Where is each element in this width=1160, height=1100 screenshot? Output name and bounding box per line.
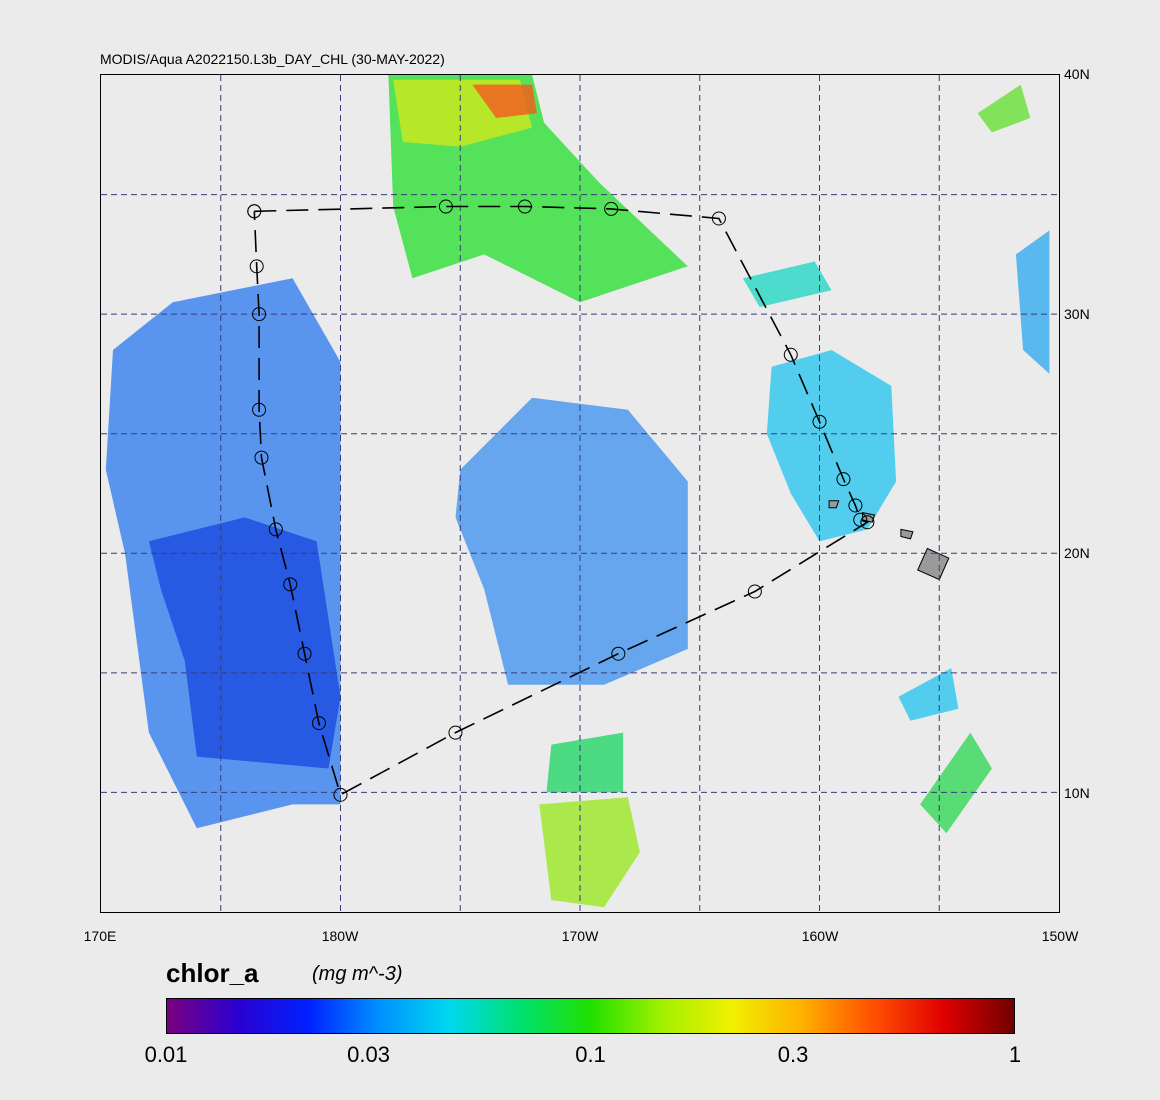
colorbar-tick-label: 1: [1008, 1042, 1022, 1067]
cruise-station-marker: [311, 716, 326, 731]
cruise-station-marker: [333, 787, 348, 802]
longitude-label: 150W: [1041, 928, 1079, 944]
colorbar-tick-label: 0.3: [777, 1042, 809, 1067]
map-canvas: [101, 75, 1059, 912]
latitude-label: 30N: [1064, 305, 1090, 322]
chlorophyll-swath-southeast: [920, 732, 992, 834]
longitude-label: 160W: [801, 928, 839, 944]
chlorophyll-swath-west-deep: [148, 517, 341, 769]
cruise-station-marker: [268, 522, 283, 537]
colorbar-variable: chlor_a: [166, 958, 259, 988]
cruise-station-marker: [853, 512, 868, 527]
cruise-station-marker: [836, 472, 851, 487]
cruise-station-marker: [297, 646, 312, 661]
cruise-station-marker: [783, 347, 798, 362]
cruise-station-marker: [247, 204, 262, 219]
colorbar: [166, 998, 1015, 1034]
chlorophyll-swath-northeast-patch: [742, 261, 832, 307]
cruise-station-marker: [611, 646, 626, 661]
cruise-station-marker: [812, 414, 827, 429]
cruise-station-marker: [711, 211, 726, 226]
chlorophyll-swath-north-red: [472, 84, 537, 118]
cruise-station-marker: [438, 199, 453, 214]
cruise-station-marker: [604, 201, 619, 216]
cruise-station-marker: [860, 515, 875, 530]
latitude-label: 40N: [1064, 66, 1090, 82]
cruise-station-marker: [252, 402, 267, 417]
cruise-station-marker: [249, 259, 264, 274]
chlorophyll-swath-hawaii-patch: [766, 350, 897, 542]
longitude-label: 170W: [561, 928, 599, 944]
longitude-label: 170E: [83, 928, 117, 944]
longitude-label: 180W: [321, 928, 359, 944]
chlorophyll-swath-east-edge: [1015, 230, 1050, 374]
cruise-station-marker: [848, 498, 863, 513]
cruise-station-marker: [252, 307, 267, 322]
map-frame: [100, 74, 1060, 913]
cruise-station-marker: [254, 450, 269, 465]
cruise-station-marker: [283, 577, 298, 592]
island-maui: [900, 528, 914, 540]
chlorophyll-swath-ne-corner: [977, 84, 1031, 133]
island-kauai: [828, 500, 840, 509]
colorbar-tick-label: 0.03: [347, 1042, 390, 1067]
latitude-label: 10N: [1064, 785, 1090, 802]
cruise-station-marker: [517, 199, 532, 214]
cruise-station-marker: [747, 584, 762, 599]
colorbar-units: (mg m^-3): [312, 963, 403, 985]
latitude-label: 20N: [1064, 545, 1090, 562]
cruise-track-line: [253, 205, 870, 796]
cruise-station-marker: [448, 725, 463, 740]
map-title: MODIS/Aqua A2022150.L3b_DAY_CHL (30-MAY-…: [100, 51, 445, 67]
chlorophyll-swath-south-central: [539, 797, 640, 908]
colorbar-tick-label: 0.01: [144, 1042, 188, 1067]
chlorophyll-swath-central: [455, 397, 688, 685]
colorbar-tick-label: 0.1: [575, 1042, 606, 1067]
chlorophyll-swath-east-mid: [898, 668, 959, 721]
chlorophyll-swath-south-central-green: [546, 732, 624, 793]
